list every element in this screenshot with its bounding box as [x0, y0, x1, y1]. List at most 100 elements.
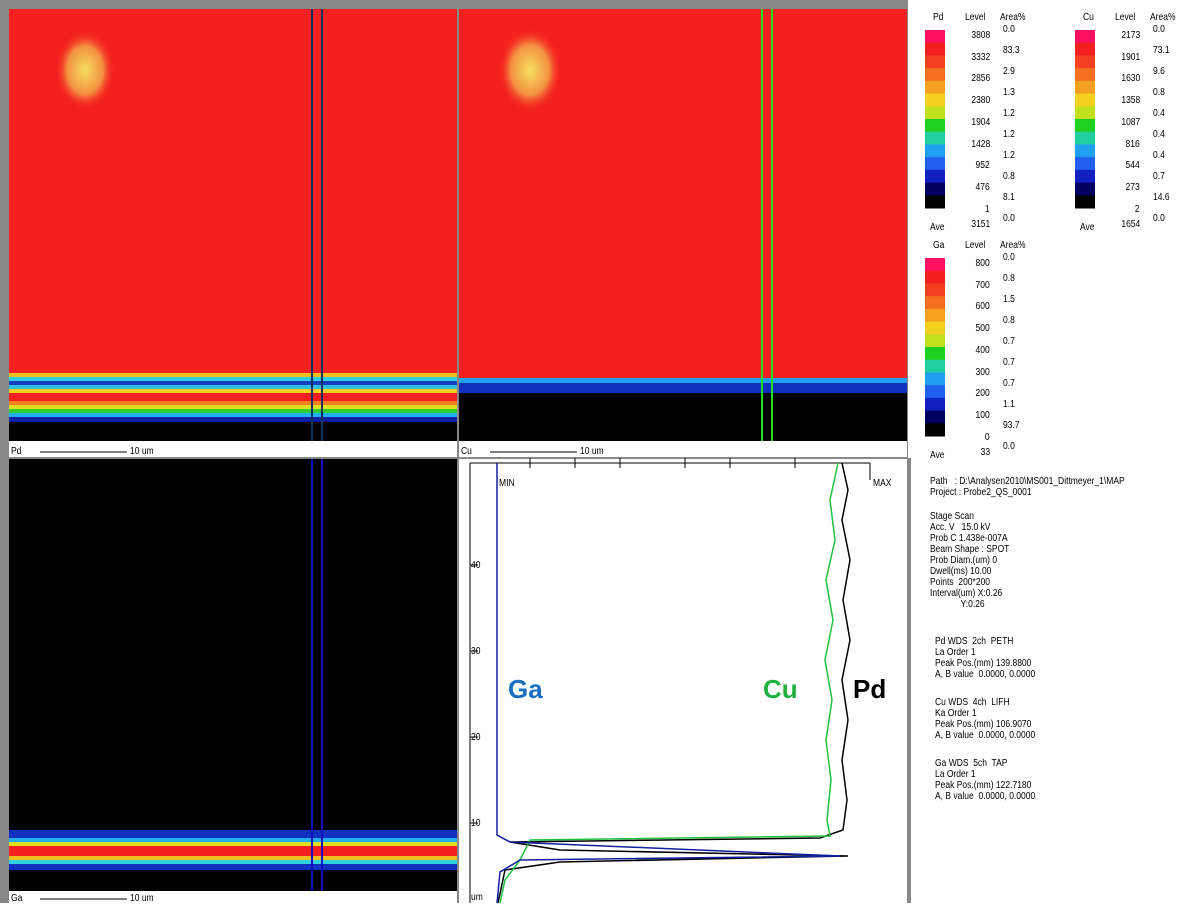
- color-swatch: [1075, 131, 1095, 145]
- level-header: Level: [965, 12, 986, 23]
- tick-label: 40: [471, 560, 481, 571]
- color-swatch: [925, 410, 945, 424]
- color-swatch: [925, 157, 945, 171]
- color-swatch: [925, 30, 945, 44]
- info-line: A, B value 0.0000, 0.0000: [935, 730, 1036, 741]
- ga-label: Ga: [508, 674, 543, 704]
- area: 0.8: [1003, 273, 1015, 284]
- color-swatch: [925, 182, 945, 196]
- color-swatch: [925, 169, 945, 184]
- ga-map: [9, 459, 457, 891]
- ave: 33: [980, 447, 990, 458]
- level: 300: [975, 366, 990, 378]
- area: 0.0: [1003, 441, 1015, 452]
- color-swatch: [925, 397, 945, 412]
- area: 1.3: [1003, 87, 1015, 98]
- info-line: La Order 1: [935, 769, 976, 780]
- area: 14.6: [1153, 192, 1170, 203]
- area: 0.7: [1003, 336, 1015, 347]
- area: 8.1: [1003, 192, 1015, 203]
- info-line: Dwell(ms) 10.00: [930, 566, 992, 577]
- color-swatch: [1075, 55, 1095, 69]
- area-header: Area%: [1000, 12, 1026, 23]
- level: 1428: [971, 138, 990, 150]
- min-label: MIN: [499, 478, 515, 489]
- info-line: Points 200*200: [930, 577, 991, 588]
- map-label: Ga: [11, 893, 23, 904]
- info-line: Ga WDS 5ch TAP: [935, 758, 1008, 769]
- legend-element: Ga: [933, 240, 945, 251]
- color-swatch: [925, 131, 945, 145]
- color-swatch: [925, 372, 945, 386]
- info-line: A, B value 0.0000, 0.0000: [935, 669, 1036, 680]
- color-swatch: [1075, 157, 1095, 171]
- unit-label: um: [471, 892, 483, 903]
- color-swatch: [925, 106, 945, 120]
- area: 73.1: [1153, 45, 1170, 56]
- max-label: MAX: [873, 478, 892, 489]
- level: 3332: [971, 51, 990, 63]
- level: 1358: [1121, 95, 1140, 107]
- ga-profile: [496, 463, 841, 903]
- color-swatch: [1075, 93, 1095, 107]
- color-swatch: [925, 119, 945, 133]
- color-swatch: [1075, 106, 1095, 120]
- color-swatch: [925, 423, 945, 437]
- level: 3808: [971, 30, 990, 41]
- area-header: Area%: [1150, 12, 1176, 23]
- map-label: Cu: [461, 446, 472, 457]
- scale-label: 10 um: [580, 446, 604, 457]
- level: 1630: [1121, 73, 1140, 85]
- level: 200: [975, 388, 990, 400]
- color-swatch: [925, 334, 945, 348]
- color-swatch: [925, 195, 945, 209]
- info-line: Project : Probe2_QS_0001: [930, 487, 1032, 498]
- ave: 3151: [971, 219, 990, 230]
- ave: 1654: [1121, 219, 1140, 230]
- level: 800: [975, 258, 990, 269]
- ave-label: Ave: [1080, 222, 1095, 233]
- level: 500: [975, 323, 990, 335]
- area: 1.2: [1003, 108, 1015, 119]
- pd-label: Pd: [853, 674, 887, 704]
- level: 273: [1125, 181, 1140, 193]
- area: 0.0: [1003, 213, 1015, 224]
- color-swatch: [925, 258, 945, 272]
- level: 600: [975, 301, 990, 313]
- area: 0.0: [1003, 252, 1015, 263]
- level: 952: [975, 160, 990, 172]
- color-swatch: [925, 144, 945, 158]
- area: 9.6: [1153, 66, 1165, 77]
- color-swatch: [925, 321, 945, 335]
- legend-element: Cu: [1083, 12, 1094, 23]
- color-swatch: [925, 347, 945, 361]
- level: 0: [985, 431, 990, 443]
- level: 1087: [1121, 116, 1140, 128]
- area: 0.0: [1153, 213, 1165, 224]
- color-swatch: [1075, 182, 1095, 196]
- level: 2856: [971, 73, 990, 85]
- info-line: Ka Order 1: [935, 708, 977, 719]
- color-swatch: [925, 308, 945, 323]
- info-line: Prob Diam.(um) 0: [930, 555, 998, 566]
- cu-label: Cu: [763, 674, 798, 704]
- ave-label: Ave: [930, 222, 945, 233]
- area: 1.1: [1003, 399, 1015, 410]
- area: 2.9: [1003, 66, 1015, 77]
- color-swatch: [925, 55, 945, 69]
- pd-hotspot: [55, 30, 115, 110]
- tick-label: 10: [471, 818, 481, 829]
- info-line: Beam Shape : SPOT: [930, 544, 1010, 555]
- color-swatch: [1075, 68, 1095, 82]
- area: 0.8: [1003, 171, 1015, 182]
- color-swatch: [925, 359, 945, 373]
- level-header: Level: [1115, 12, 1136, 23]
- area: 83.3: [1003, 45, 1020, 56]
- area: 0.8: [1003, 315, 1015, 326]
- level-header: Level: [965, 240, 986, 251]
- info-line: Pd WDS 2ch PETH: [935, 636, 1014, 647]
- color-swatch: [925, 80, 945, 95]
- color-swatch: [1075, 144, 1095, 158]
